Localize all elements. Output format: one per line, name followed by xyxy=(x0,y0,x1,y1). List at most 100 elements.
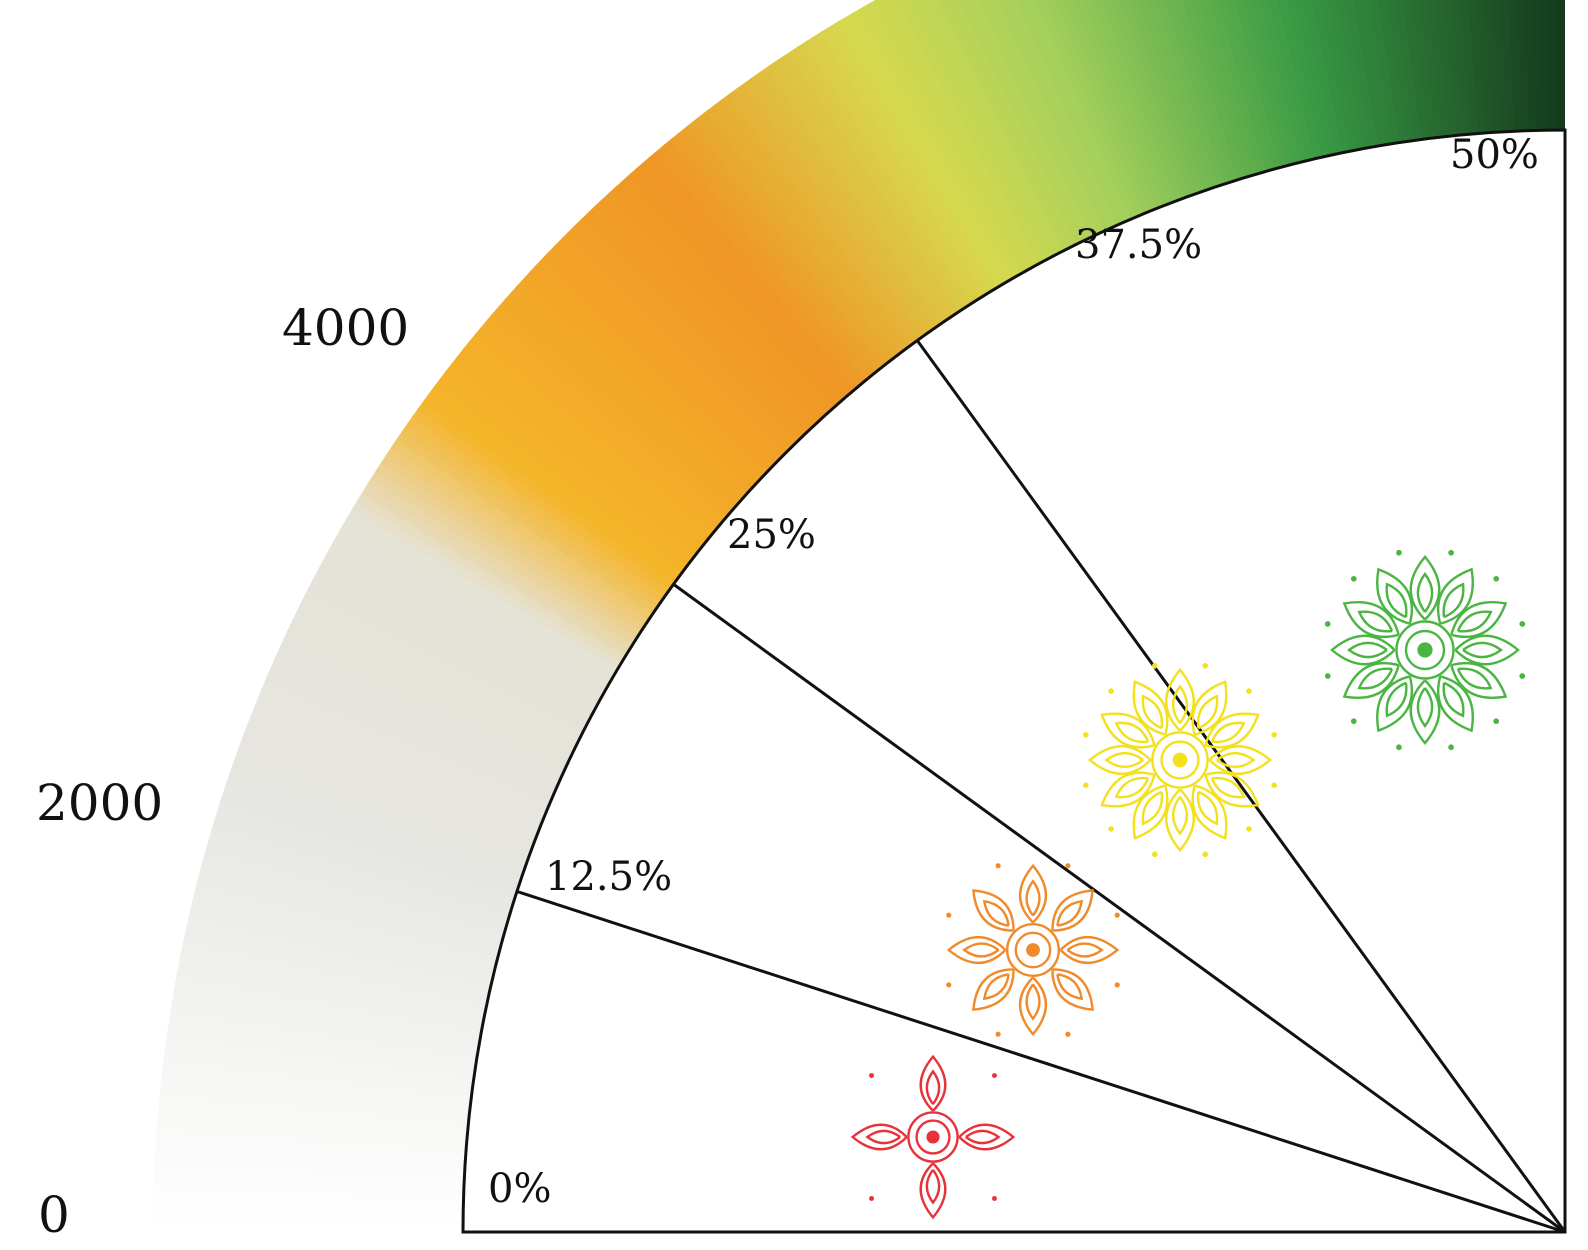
band-slice xyxy=(957,0,1087,244)
band-slice xyxy=(456,347,706,550)
band-slice xyxy=(503,291,744,506)
band-slice xyxy=(586,205,809,438)
sector-divider xyxy=(672,583,1566,1234)
sector-label-25: 25% xyxy=(727,512,816,558)
band-slice xyxy=(1182,0,1248,180)
band-slice xyxy=(444,362,697,562)
band-slice xyxy=(698,109,897,363)
band-slice xyxy=(1164,0,1235,184)
band-slice xyxy=(640,155,852,399)
band-slice xyxy=(560,230,788,458)
band-slice xyxy=(1119,0,1200,196)
sector-label-37-5: 37.5% xyxy=(1075,222,1202,268)
band-slice xyxy=(515,277,753,495)
band-slice xyxy=(811,30,986,301)
band-slice xyxy=(927,0,1068,254)
band-slice xyxy=(613,180,830,418)
band-slice xyxy=(298,595,582,745)
scale-label-2000: 2000 xyxy=(36,774,163,832)
band-slice xyxy=(361,483,631,657)
band-slice xyxy=(1137,0,1214,191)
band-slice xyxy=(491,305,734,517)
band-slice xyxy=(875,0,1036,271)
band-slice xyxy=(521,270,758,490)
band-slice xyxy=(278,637,566,778)
band-slice xyxy=(757,66,944,328)
band-slice xyxy=(370,467,639,644)
orange-mandala-icon xyxy=(946,863,1120,1037)
band-slice xyxy=(606,186,825,423)
band-slice xyxy=(827,21,998,293)
sector-dividers xyxy=(516,339,1567,1234)
band-slice xyxy=(1045,0,1146,217)
band-slice xyxy=(275,645,563,784)
band-slice xyxy=(1269,0,1318,161)
band-slice xyxy=(1319,0,1360,152)
band-slice xyxy=(250,705,543,831)
band-slice xyxy=(302,587,585,739)
mandala-icons xyxy=(850,549,1526,1220)
band-slice xyxy=(1311,0,1353,153)
band-slice xyxy=(534,257,768,479)
band-slice xyxy=(620,174,836,414)
band-slice xyxy=(647,149,858,395)
band-slice xyxy=(311,571,592,726)
band-slice xyxy=(282,629,569,771)
band-slice xyxy=(987,0,1107,235)
band-slice xyxy=(780,50,962,316)
band-slice xyxy=(1128,0,1207,194)
band-slice xyxy=(375,459,643,638)
band-slice xyxy=(1092,0,1180,204)
band-slice xyxy=(256,688,548,817)
sector-label-12-5: 12.5% xyxy=(545,854,672,900)
band-slice xyxy=(573,218,799,448)
gradient-band xyxy=(153,0,1565,1232)
band-slice xyxy=(835,16,1005,289)
band-slice xyxy=(290,612,575,758)
yellow-mandala-icon xyxy=(1083,663,1277,857)
band-slice xyxy=(1394,0,1425,141)
band-slice xyxy=(867,0,1030,275)
band-slice xyxy=(267,662,557,797)
band-slice xyxy=(351,498,624,669)
band-slice xyxy=(720,92,914,350)
band-slice xyxy=(509,284,748,500)
band-slice xyxy=(1191,0,1255,178)
band-slice xyxy=(1173,0,1241,182)
band-slice xyxy=(662,138,869,385)
sector-divider xyxy=(916,339,1567,1233)
band-slice xyxy=(294,604,578,752)
red-mandala-icon xyxy=(850,1054,1016,1220)
band-slice xyxy=(1286,0,1332,158)
band-slice xyxy=(683,120,886,372)
band-slice xyxy=(1353,0,1389,146)
band-slice xyxy=(843,11,1011,285)
sector-label-50: 50% xyxy=(1450,132,1539,178)
band-slice xyxy=(742,76,932,337)
band-slice xyxy=(306,579,588,732)
band-slice xyxy=(1378,0,1410,143)
sector-divider xyxy=(516,890,1566,1234)
band-slice xyxy=(669,132,874,381)
sector-outline xyxy=(461,128,1567,1234)
band-slice xyxy=(271,654,560,791)
band-slice xyxy=(356,491,627,663)
band-slice xyxy=(705,103,903,358)
band-slice xyxy=(690,115,891,367)
band-slice xyxy=(390,436,655,620)
band-slice xyxy=(1260,0,1311,163)
band-slice xyxy=(803,35,980,304)
band-slice xyxy=(599,192,820,428)
band-slice xyxy=(1336,0,1375,149)
band-slice xyxy=(439,369,693,567)
band-slice xyxy=(260,679,551,811)
band-slice xyxy=(967,0,1094,241)
band-slice xyxy=(461,340,711,545)
band-slice xyxy=(859,2,1023,278)
band-slice xyxy=(264,671,554,804)
band-slice xyxy=(385,444,651,626)
band-slice xyxy=(540,250,773,474)
band-slice xyxy=(365,475,635,651)
band-slice xyxy=(406,414,667,602)
band-slice xyxy=(1328,0,1368,150)
